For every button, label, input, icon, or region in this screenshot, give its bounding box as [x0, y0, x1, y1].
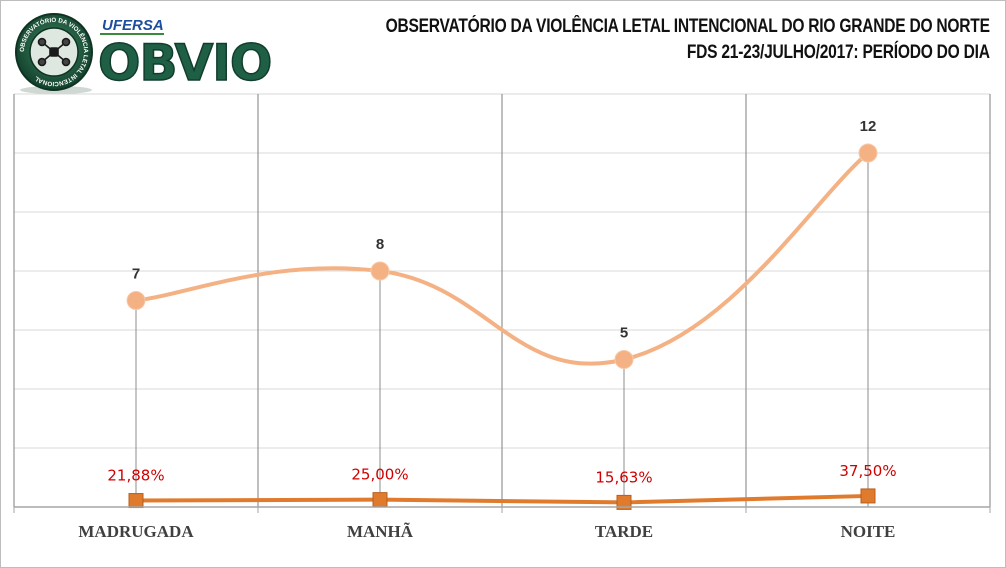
data-labels: 7 8 5 12 21,88% 25,00% 15,63% 37,50% [107, 118, 896, 486]
count-data-label: 5 [620, 325, 628, 342]
grid-lines [13, 93, 991, 507]
percent-marker [128, 493, 144, 509]
x-tick-label: NOITE [841, 522, 896, 541]
x-tick-label: TARDE [595, 522, 653, 541]
drone-icon [37, 37, 71, 67]
percent-marker [616, 494, 632, 510]
count-data-label: 12 [860, 118, 877, 135]
x-tick-label: MADRUGADA [78, 522, 194, 541]
percent-data-label: 15,63% [595, 468, 652, 486]
percent-marker [860, 488, 876, 504]
data-markers [126, 143, 878, 510]
title-line-1: OBSERVATÓRIO DA VIOLÊNCIA LETAL INTENCIO… [385, 16, 990, 37]
count-series-line [134, 151, 870, 366]
count-data-label: 7 [132, 266, 140, 283]
count-data-label: 8 [376, 236, 384, 253]
ufersa-label: UFERSA [102, 17, 164, 34]
drop-lines [135, 153, 869, 507]
percent-series-line [135, 493, 869, 505]
percent-data-label: 37,50% [839, 462, 896, 480]
count-marker [858, 143, 878, 163]
x-axis: MADRUGADA MANHÃ TARDE NOITE [13, 506, 991, 541]
count-marker [370, 261, 390, 281]
count-marker [614, 350, 634, 369]
percent-data-label: 21,88% [107, 467, 164, 485]
percent-marker [372, 492, 388, 508]
obvio-brand: OBVIO [98, 34, 271, 92]
count-marker [126, 291, 146, 310]
series-lines [134, 151, 870, 505]
chart-title: OBSERVATÓRIO DA VIOLÊNCIA LETAL INTENCIO… [386, 14, 990, 66]
title-line-2: FDS 21-23/JULHO/2017: PERÍODO DO DIA [687, 42, 990, 63]
x-tick-label: MANHÃ [347, 522, 414, 541]
percent-data-label: 25,00% [351, 466, 408, 484]
obvio-logo: OBSERVATÓRIO DA VIOLÊNCIA LETAL INTENCIO… [15, 13, 273, 94]
